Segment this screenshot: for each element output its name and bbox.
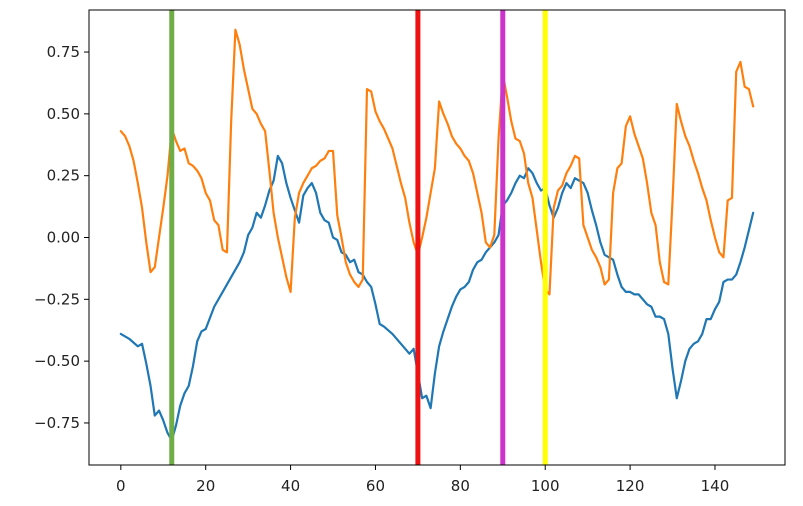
x-tick-label: 140 — [701, 477, 730, 495]
series-line-2 — [119, 28, 755, 296]
series-line-1 — [119, 154, 755, 442]
x-tick-label: 60 — [366, 477, 385, 495]
y-tick-label: 0.00 — [47, 229, 80, 247]
y-tick-label: 0.50 — [47, 105, 80, 123]
plot-area — [89, 10, 785, 465]
x-tick-label: 0 — [116, 477, 126, 495]
y-tick-label: −0.75 — [34, 414, 80, 432]
x-tick-label: 20 — [196, 477, 215, 495]
x-tick-label: 120 — [616, 477, 645, 495]
y-axis: −0.75 −0.50 −0.25 0.00 0.25 0.50 0.75 — [34, 43, 89, 432]
x-tick-label: 40 — [281, 477, 300, 495]
x-axis: 0 20 40 60 80 100 120 140 — [116, 465, 729, 495]
marker-layer — [169, 10, 548, 465]
y-tick-label: −0.25 — [34, 290, 80, 308]
x-tick-label: 100 — [531, 477, 560, 495]
y-tick-label: −0.50 — [34, 352, 80, 370]
x-tick-label: 80 — [451, 477, 470, 495]
y-tick-label: 0.75 — [47, 43, 80, 61]
y-tick-label: 0.25 — [47, 167, 80, 185]
series-layer — [119, 28, 755, 442]
